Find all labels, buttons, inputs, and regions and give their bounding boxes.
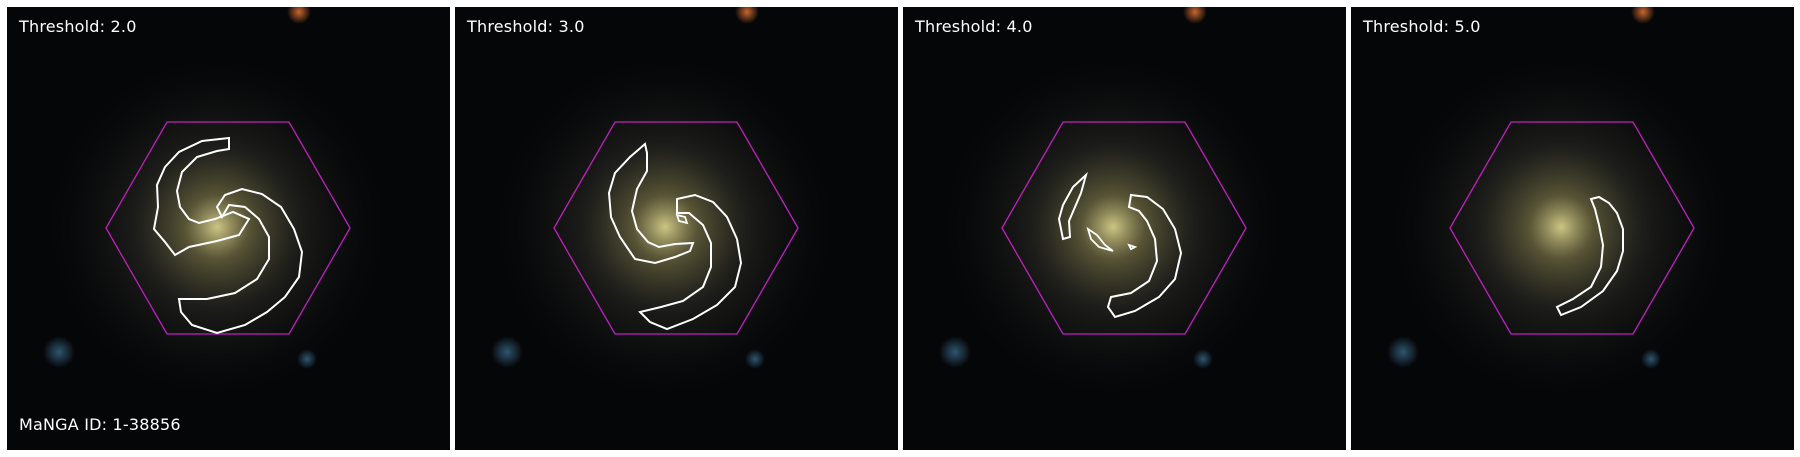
contour [638,193,743,331]
galaxy-image [1351,7,1794,450]
contour [1057,171,1088,241]
manga-id-label: MaNGA ID: 1-38856 [19,415,181,434]
threshold-label: Threshold: 5.0 [1363,17,1481,36]
threshold-label: Threshold: 3.0 [467,17,585,36]
contour [1127,243,1138,251]
threshold-label: Threshold: 2.0 [19,17,137,36]
image-panel-threshold-3: Threshold: 3.0 [455,7,898,450]
contour [1555,195,1624,317]
contour [177,187,304,335]
contour [1106,193,1183,319]
threshold-label: Threshold: 4.0 [915,17,1033,36]
contour [152,136,251,257]
ifu-hexagon [1449,121,1695,335]
contour [1086,226,1114,252]
image-panel-threshold-5: Threshold: 5.0 [1351,7,1794,450]
image-panel-threshold-2: Threshold: 2.0 MaNGA ID: 1-38856 [7,7,450,450]
galaxy-image [455,7,898,450]
galaxy-image [7,7,450,450]
ifu-hexagon [1001,121,1247,335]
image-panel-threshold-4: Threshold: 4.0 [903,7,1346,450]
contour [607,142,695,265]
contour [675,213,689,225]
ifu-hexagon [105,121,351,335]
galaxy-image [903,7,1346,450]
ifu-hexagon [553,121,799,335]
